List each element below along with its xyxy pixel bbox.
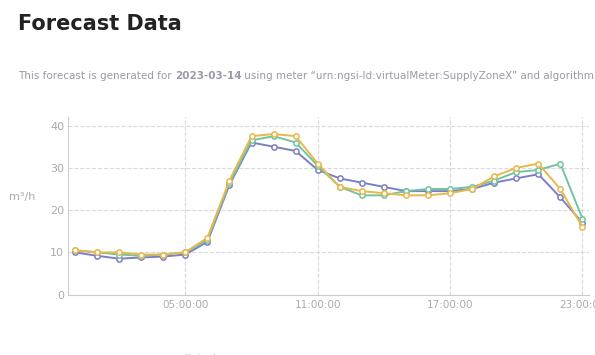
Text: using meter “urn:ngsi-ld:virtualMeter:SupplyZoneX” and algorithm “XGBoost”.: using meter “urn:ngsi-ld:virtualMeter:Su… bbox=[242, 71, 595, 81]
Text: Forecast Data: Forecast Data bbox=[18, 14, 181, 34]
Text: This forecast is generated for: This forecast is generated for bbox=[18, 71, 175, 81]
Legend: predicted, historical (last month), historical (last week): predicted, historical (last month), hist… bbox=[137, 350, 520, 355]
Text: m³/h: m³/h bbox=[9, 192, 35, 202]
Text: 2023-03-14: 2023-03-14 bbox=[175, 71, 242, 81]
